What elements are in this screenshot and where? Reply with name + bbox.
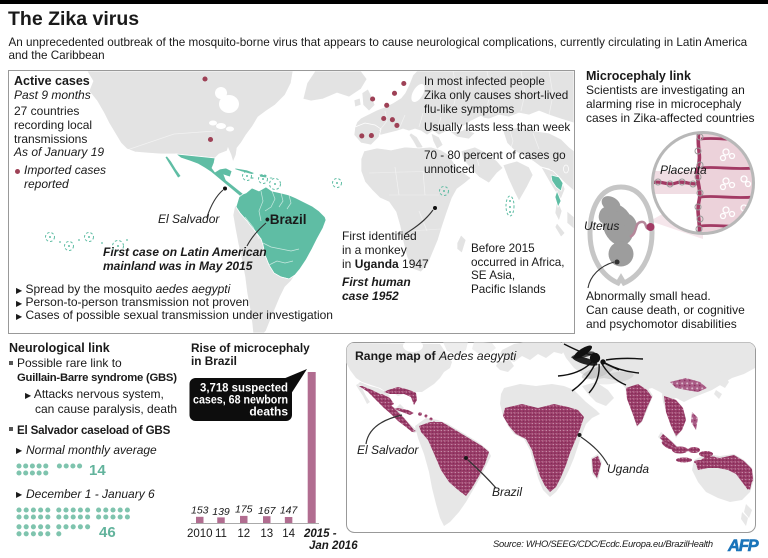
svg-text:12: 12 xyxy=(237,528,250,540)
svg-text:Jan 2016: Jan 2016 xyxy=(309,540,358,552)
svg-text:deaths: deaths xyxy=(249,405,288,419)
svg-text:13: 13 xyxy=(260,528,273,540)
svg-text:153: 153 xyxy=(191,505,209,517)
svg-text:14: 14 xyxy=(282,528,295,540)
svg-text:167: 167 xyxy=(258,505,277,517)
svg-text:cases, 68 newborn: cases, 68 newborn xyxy=(193,393,288,407)
svg-text:175: 175 xyxy=(235,504,253,516)
svg-text:139: 139 xyxy=(212,506,230,518)
svg-text:147: 147 xyxy=(280,505,299,517)
svg-text:3,718 suspected: 3,718 suspected xyxy=(200,381,288,395)
svg-text:2010: 2010 xyxy=(187,528,213,540)
svg-text:11: 11 xyxy=(215,528,227,540)
svg-text:2015 -: 2015 - xyxy=(303,528,337,540)
